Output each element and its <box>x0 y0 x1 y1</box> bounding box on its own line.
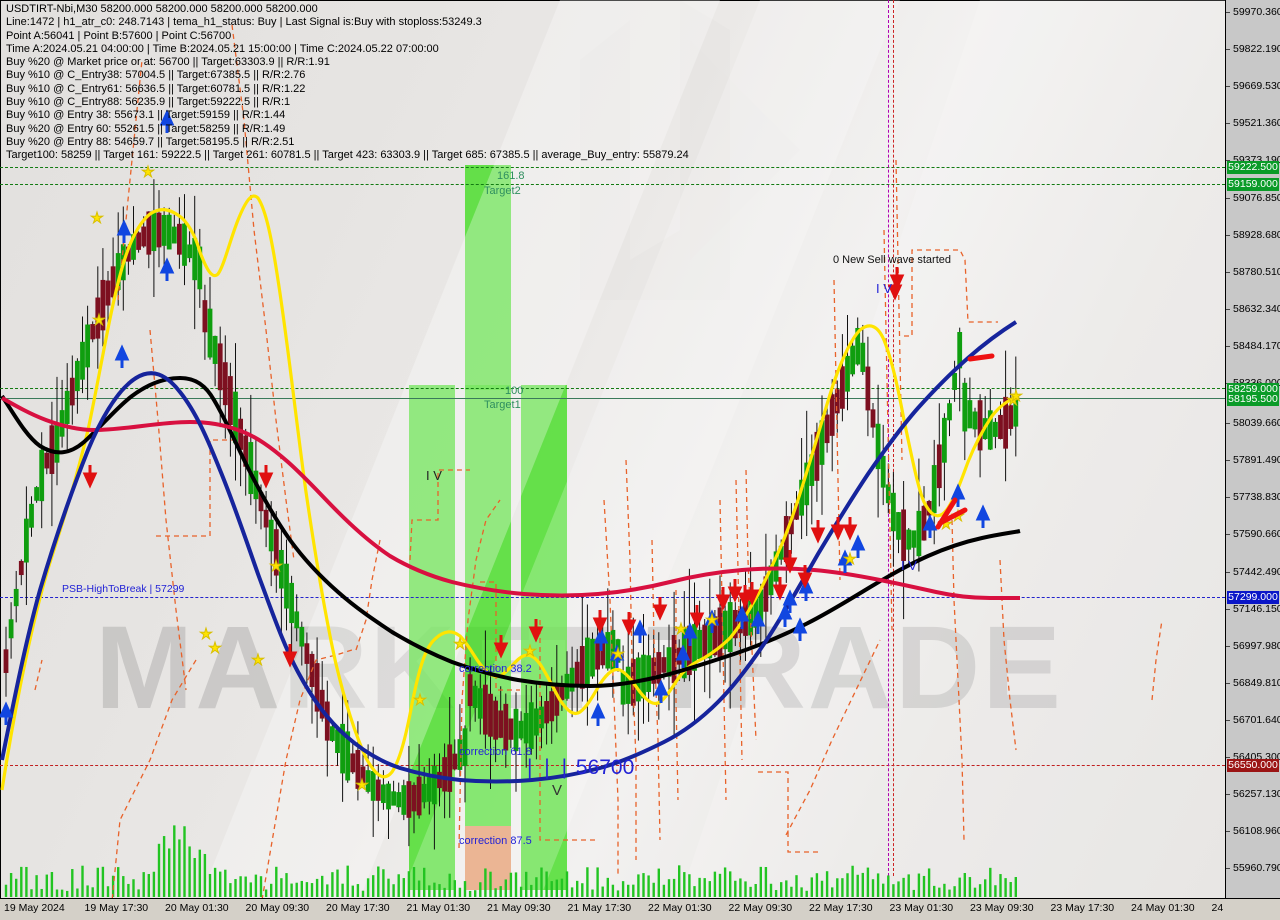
price-tick: 58780.510 <box>1226 266 1280 279</box>
chart-plot-area[interactable]: MARKET TRADE <box>0 0 1226 899</box>
price-tick: 59970.360 <box>1226 6 1280 19</box>
label-wave-roman-left: I V <box>426 468 442 483</box>
info-line-2: Point A:56041 | Point B:57600 | Point C:… <box>6 29 232 42</box>
label-target1: Target1 <box>484 399 521 411</box>
fib-zone-b <box>465 385 511 890</box>
background-sheen <box>200 0 900 898</box>
info-line-4: Buy %20 @ Market price or at: 56700 || T… <box>6 56 330 69</box>
label-correction-38: correction 38.2 <box>459 663 532 675</box>
price-tick: 57590.660 <box>1226 528 1280 541</box>
label-target2: Target2 <box>484 185 521 197</box>
time-tick: 23 May 17:30 <box>1050 902 1115 914</box>
price-tag-green: 59159.000 <box>1227 178 1279 191</box>
price-tick: 58928.680 <box>1226 229 1280 242</box>
label-new-sell-wave: 0 New Sell wave started <box>833 254 951 266</box>
info-line-1: Line:1472 | h1_atr_c0: 248.7143 | tema_h… <box>6 16 482 29</box>
price-tag-red: 56550.000 <box>1227 759 1279 772</box>
price-axis[interactable]: 59970.36059822.19059669.53059521.3605937… <box>1226 0 1280 899</box>
info-line-9: Buy %20 @ Entry 60: 55261.5 || Target:58… <box>6 122 286 135</box>
price-tick: 57738.830 <box>1226 491 1280 504</box>
price-tick: 56849.810 <box>1226 677 1280 690</box>
price-tag-blue: 57299.000 <box>1227 591 1279 604</box>
price-tick: 55960.790 <box>1226 862 1280 875</box>
price-tick: 57891.490 <box>1226 454 1280 467</box>
time-tick: 21 May 09:30 <box>487 902 551 914</box>
time-tick: 22 May 01:30 <box>648 902 712 914</box>
level-58259 <box>0 388 1225 389</box>
price-tick: 59669.530 <box>1226 80 1280 93</box>
time-tick: 20 May 01:30 <box>165 902 229 914</box>
time-tick: 20 May 17:30 <box>326 902 390 914</box>
time-tick: 21 May 17:30 <box>567 902 632 914</box>
label-wave-roman-right: I V <box>876 281 892 296</box>
info-line-7: Buy %10 @ C_Entry88: 56235.9 || Target:5… <box>6 96 291 109</box>
fib-zone-c <box>521 385 567 890</box>
price-tick: 58632.340 <box>1226 303 1280 316</box>
info-line-8: Buy %10 @ Entry 38: 55673.1 || Target:59… <box>6 109 286 122</box>
time-tick: 23 May 01:30 <box>889 902 954 914</box>
label-correction-87: correction 87.5 <box>459 835 532 847</box>
label-psb-hightobreak: PSB-HighToBreak | 57299 <box>62 583 185 595</box>
price-tick: 56701.640 <box>1226 714 1280 727</box>
time-tick: 21 May 01:30 <box>406 902 471 914</box>
price-tick: 58484.170 <box>1226 340 1280 353</box>
time-tick: 19 May 2024 <box>4 902 65 914</box>
level-59159 <box>0 184 1225 185</box>
label-100: 100 <box>505 385 524 397</box>
price-tag-green: 59222.500 <box>1227 161 1279 174</box>
info-line-3: Time A:2024.05.21 04:00:00 | Time B:2024… <box>6 42 439 55</box>
price-tick: 59521.360 <box>1226 117 1280 130</box>
price-tick: 59822.190 <box>1226 43 1280 56</box>
chart-info-header: USDTIRT-Nbi,M30 58200.000 58200.000 5820… <box>6 3 689 163</box>
price-tag-green: 58195.500 <box>1227 393 1279 406</box>
price-tick: 56257.130 <box>1226 788 1280 801</box>
info-line-10: Buy %20 @ Entry 88: 54659.7 || Target:58… <box>6 135 295 148</box>
info-line-11: Target100: 58259 || Target 161: 59222.5 … <box>6 149 689 162</box>
time-tick: 23 May 09:30 <box>970 902 1034 914</box>
price-tag-green: 58259.000 <box>1227 383 1279 396</box>
correction-875-zone <box>465 826 511 890</box>
time-tick: 24 May 01:30 <box>1131 902 1195 914</box>
level-59222 <box>0 167 1225 168</box>
label-correction-61: correction 61.8 <box>459 746 532 758</box>
level-psb-highToBreak <box>0 597 1225 598</box>
time-axis[interactable]: 19 May 2024 19 May 17:30 20 May 01:30 20 Ma… <box>0 899 1275 920</box>
info-line-6: Buy %10 @ C_Entry61: 56636.5 || Target:6… <box>6 82 306 95</box>
time-tick: 19 May 17:30 <box>84 902 149 914</box>
fib-zone-target2 <box>465 165 511 390</box>
price-tick: 56997.980 <box>1226 640 1280 653</box>
price-series-overlay <box>0 24 1163 898</box>
price-tick: 56108.960 <box>1226 825 1280 838</box>
label-wave-v-bottom: V <box>552 782 563 799</box>
price-tick: 57442.490 <box>1226 566 1280 579</box>
price-tick: 59076.850 <box>1226 192 1280 205</box>
label-price-56700: | | | 56700 <box>527 756 635 779</box>
time-tick: 22 May 17:30 <box>809 902 873 914</box>
fib-zone-a <box>409 385 455 890</box>
time-tick: 20 May 09:30 <box>245 902 310 914</box>
price-tick: 58039.660 <box>1226 417 1280 430</box>
info-line-0: USDTIRT-Nbi,M30 58200.000 58200.000 5820… <box>6 3 318 15</box>
axis-corner <box>1226 899 1280 920</box>
label-161-8: 161.8 <box>497 170 525 182</box>
label-wave-roman-mid: I V <box>901 558 917 573</box>
level-58195 <box>0 398 1225 399</box>
price-tick: 57146.150 <box>1226 603 1280 616</box>
info-line-5: Buy %10 @ C_Entry38: 57004.5 || Target:6… <box>6 69 306 82</box>
time-tick: 22 May 09:30 <box>728 902 793 914</box>
